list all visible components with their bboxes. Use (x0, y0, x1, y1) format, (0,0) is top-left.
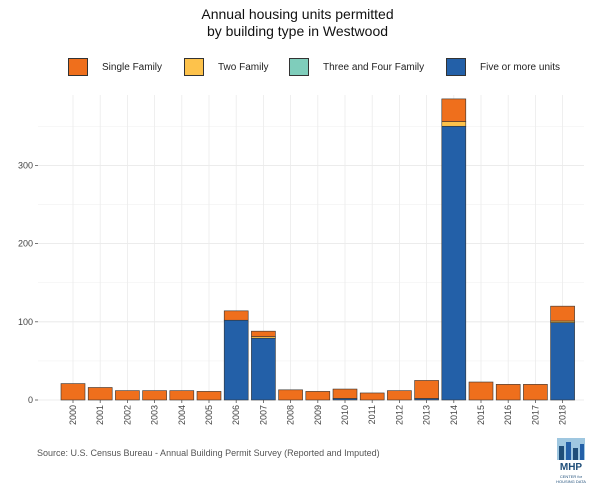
bar-single-family-2012 (387, 390, 412, 401)
bar-single-family-2008 (278, 389, 303, 401)
bar-two-family-2007 (251, 336, 276, 339)
bar-single-family-2014 (441, 98, 467, 122)
bar-single-family-2006 (223, 310, 249, 321)
x-tick-label: 2016 (503, 405, 513, 425)
y-tick-label: 200 (18, 239, 33, 249)
x-tick-label: 2007 (258, 405, 268, 425)
logo-sub1: CENTER for (559, 474, 583, 479)
bar-single-family-2003 (142, 390, 167, 401)
x-tick-label: 2003 (150, 405, 160, 425)
logo-mark-icon (557, 438, 585, 460)
legend-item-two-family: Two Family (184, 58, 269, 76)
y-tick-label: 300 (18, 160, 33, 170)
bar-five-or-more-units-2007 (251, 337, 276, 401)
x-tick-label: 2011 (367, 405, 377, 424)
x-tick-label: 2008 (286, 405, 296, 425)
bar-single-family-2017 (523, 384, 548, 401)
source-note: Source: U.S. Census Bureau - Annual Buil… (37, 448, 380, 458)
y-tick-label: 0 (28, 395, 33, 405)
bar-single-family-2009 (305, 391, 331, 401)
x-tick-label: 2013 (422, 405, 432, 425)
chart-title-line1: Annual housing units permitted (201, 6, 394, 22)
bar-five-or-more-units-2018 (550, 322, 575, 401)
x-tick-label: 2000 (68, 405, 78, 425)
chart-title: Annual housing units permitted by buildi… (0, 6, 595, 40)
x-tick-label: 2012 (394, 405, 404, 425)
x-tick-label: 2004 (177, 405, 187, 425)
mhp-logo: MHP CENTER for HOUSING DATA (555, 436, 587, 488)
bar-five-or-more-units-2006 (223, 319, 249, 401)
x-tick-label: 2001 (95, 405, 105, 425)
legend-swatch-two-family (184, 58, 204, 76)
bar-single-family-2001 (87, 387, 113, 401)
bar-single-family-2002 (115, 390, 140, 401)
legend-label-five-or-more: Five or more units (480, 61, 561, 73)
bar-single-family-2013 (414, 380, 439, 399)
legend-swatch-five-or-more (446, 58, 466, 76)
bar-two-family-2018 (550, 320, 575, 323)
legend-label-two-family: Two Family (218, 61, 269, 73)
legend-label-single-family: Single Family (102, 61, 163, 73)
x-tick-label: 2005 (204, 405, 214, 425)
legend-label-three-four-family: Three and Four Family (323, 61, 425, 73)
x-tick-label: 2006 (231, 405, 241, 425)
x-tick-label: 2017 (530, 405, 540, 425)
legend-swatch-three-four-family (289, 58, 309, 76)
bar-five-or-more-units-2010 (332, 398, 358, 401)
bar-two-family-2014 (441, 121, 467, 127)
x-tick-label: 2002 (122, 405, 132, 425)
bar-single-family-2000 (60, 383, 86, 401)
x-tick-label: 2010 (340, 405, 350, 425)
x-tick-label: 2015 (476, 405, 486, 425)
bar-single-family-2015 (468, 381, 494, 401)
legend-item-five-or-more: Five or more units (446, 58, 560, 76)
bar-single-family-2011 (359, 392, 385, 401)
bar-single-family-2018 (550, 305, 575, 322)
chart-title-line2: by building type in Westwood (206, 23, 389, 39)
x-tick-label: 2009 (313, 405, 323, 425)
bar-single-family-2010 (332, 388, 358, 399)
legend: Single Family Two Family Three and Four … (0, 52, 595, 82)
plot-panel (38, 95, 584, 400)
legend-item-three-four-family: Three and Four Family (289, 58, 424, 76)
bar-single-family-2005 (196, 391, 222, 401)
x-tick-label: 2014 (449, 405, 459, 425)
y-tick-label: 100 (18, 317, 33, 327)
logo-subtitle: CENTER for HOUSING DATA (555, 474, 587, 484)
bar-single-family-2007 (251, 330, 276, 337)
bar-single-family-2004 (169, 390, 195, 401)
legend-item-single-family: Single Family (68, 58, 162, 76)
bar-single-family-2016 (495, 384, 521, 401)
x-tick-label: 2018 (558, 405, 568, 425)
bar-five-or-more-units-2013 (414, 398, 439, 401)
bar-five-or-more-units-2014 (441, 125, 467, 401)
logo-sub2: HOUSING DATA (556, 479, 586, 484)
logo-text: MHP (559, 462, 583, 473)
legend-swatch-single-family (68, 58, 88, 76)
